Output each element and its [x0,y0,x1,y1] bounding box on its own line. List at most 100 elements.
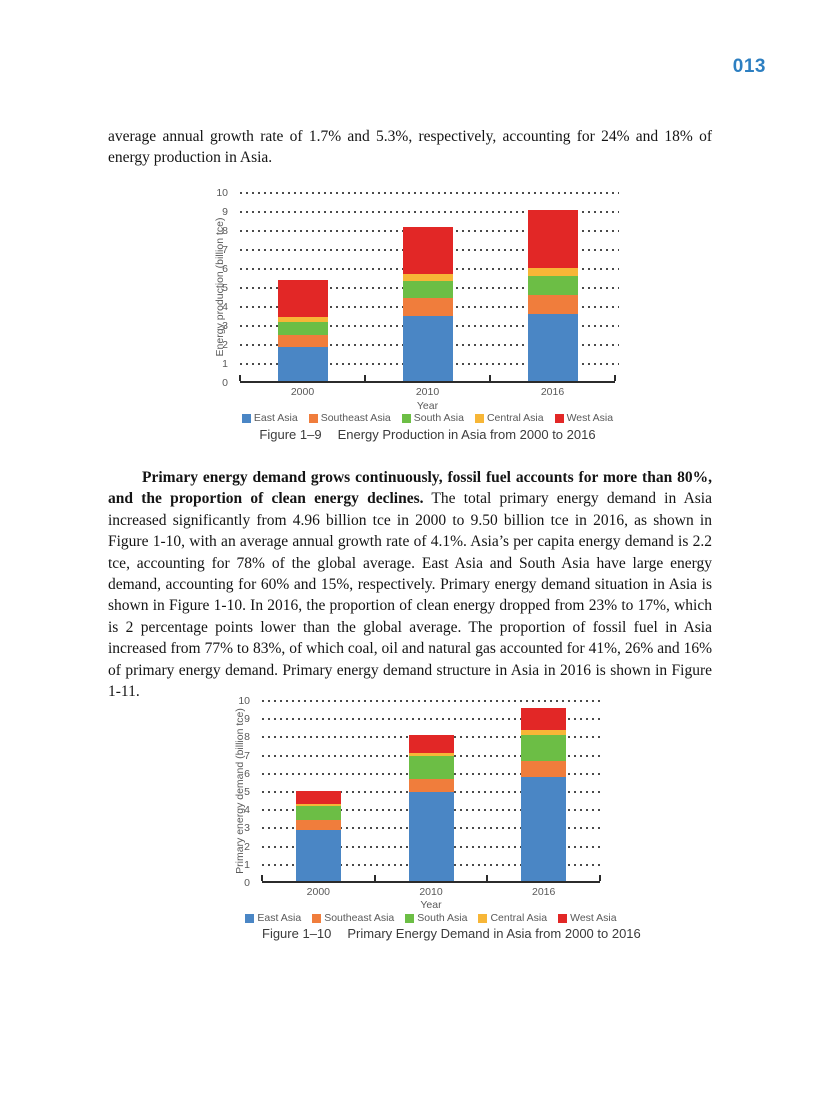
legend-swatch-icon [401,413,411,423]
bar-segment-2016-southeast-asia [527,294,578,314]
y-tick-label: 0 [222,377,228,389]
legend-label: Central Asia [486,412,544,424]
bar-segment-2000-central-asia [295,804,341,807]
y-tick-label: 3 [244,822,250,835]
bar-segment-2010-east-asia [402,316,453,381]
bar-segment-2010-west-asia [408,735,454,753]
x-axis-labels: 2000 2010 2016 [262,886,600,900]
paragraph-lead-bold: Primary energy demand grows continuously… [108,469,712,508]
y-axis-ticks: 0 1 2 3 4 5 6 7 8 9 10 [180,187,234,389]
bar-segment-2016-east-asia [527,313,578,381]
x-axis-tick [239,375,241,381]
x-category-label: 2010 [419,886,443,898]
legend-swatch-icon [474,413,484,423]
bar-segment-2000-south-asia [295,806,341,821]
y-tick-label: 9 [222,206,228,218]
bar-segment-2016-central-asia [521,729,567,735]
bar-segment-2016-west-asia [521,708,567,730]
bar-segment-2016-west-asia [527,210,578,268]
legend: East Asia Southeast Asia South Asia Central… [245,912,617,924]
x-axis-title: Year [416,400,439,412]
y-tick-label: 7 [244,749,250,762]
x-axis-tick [364,375,366,381]
x-axis-title: Year [420,899,442,911]
legend-item: East Asia [241,412,298,424]
bar-segment-2000-east-asia [295,830,341,881]
bar-segment-2010-central-asia [402,273,453,282]
legend-item: East Asia [245,912,301,924]
x-category-label: 2000 [306,886,331,898]
legend-swatch-icon [478,913,488,923]
bar-segment-2010-south-asia [402,281,453,299]
legend-label: Central Asia [490,912,548,924]
body-paragraph-1: average annual growth rate of 1.7% and 5… [108,126,712,169]
legend-label: South Asia [417,912,468,924]
legend-item: Central Asia [478,912,547,924]
legend-label: Southeast Asia [324,912,395,924]
bar-segment-2010-south-asia [408,755,454,779]
legend-item: West Asia [554,412,614,424]
bar-segment-2010-west-asia [402,227,453,274]
y-tick-label: 2 [244,840,250,853]
bar-segment-2000-central-asia [277,317,328,322]
x-axis-tick [373,875,376,881]
bar-segment-2010-central-asia [408,752,454,756]
bar-segment-2000-southeast-asia [295,820,341,831]
legend-item: West Asia [558,912,617,924]
legend-swatch-icon [245,913,255,923]
y-tick-label: 4 [244,804,250,817]
figure-title: Primary Energy Demand in Asia from 2000 … [347,926,641,941]
gridline [240,192,619,194]
bar-segment-2010-east-asia [408,791,454,881]
legend-item: Southeast Asia [308,412,391,424]
bar-segment-2016-south-asia [527,275,578,295]
x-axis-tick [486,875,489,881]
body-paragraph-1-text: average annual growth rate of 1.7% and 5… [108,128,712,167]
y-tick-label: 7 [222,244,228,256]
y-tick-label: 8 [244,731,250,744]
figure-caption: Figure 1–10 Primary Energy Demand in Asia… [262,926,641,941]
legend: East Asia Southeast Asia South Asia Central… [240,412,615,424]
y-tick-label: 0 [244,877,250,889]
y-tick-label: 10 [238,695,250,707]
x-axis-tick [599,875,601,881]
y-tick-label: 2 [222,339,228,351]
plot-area [261,700,604,883]
legend-item: Central Asia [474,412,544,424]
y-tick-label: 4 [222,301,228,313]
x-category-label: 2016 [540,386,565,398]
legend-swatch-icon [312,913,322,923]
legend-item: South Asia [401,412,464,424]
bar-segment-2016-central-asia [527,267,578,276]
x-category-label: 2010 [415,386,440,398]
bar-segment-2000-west-asia [295,790,341,805]
legend-swatch-icon [308,413,318,423]
gridline [262,700,604,702]
x-axis-tick [614,375,616,381]
legend-swatch-icon [558,913,568,923]
bar-segment-2000-southeast-asia [277,335,328,347]
x-category-label: 2016 [531,886,556,898]
legend-item: Southeast Asia [312,912,394,924]
page-number: 013 [732,56,766,77]
legend-label: West Asia [566,412,614,424]
y-tick-label: 1 [222,358,228,370]
legend-item: South Asia [405,912,467,924]
legend-swatch-icon [554,413,564,423]
y-tick-label: 6 [244,767,250,780]
x-axis-labels: 2000 2010 2016 [240,386,615,400]
y-axis-ticks: 0 1 2 3 4 5 6 7 8 9 10 [202,695,256,889]
legend-label: West Asia [570,912,617,924]
legend-swatch-icon [241,413,251,423]
bar-segment-2016-south-asia [521,734,567,761]
figure-label: Figure 1–9 [259,427,322,442]
legend-swatch-icon [405,913,415,923]
legend-label: East Asia [257,912,302,924]
figure-caption: Figure 1–9 Energy Production in Asia from… [240,427,615,442]
legend-label: Southeast Asia [320,412,391,424]
y-tick-label: 6 [222,263,228,275]
y-tick-label: 3 [222,320,228,332]
bar-segment-2016-east-asia [521,777,567,881]
figure-label: Figure 1–10 [262,926,332,941]
